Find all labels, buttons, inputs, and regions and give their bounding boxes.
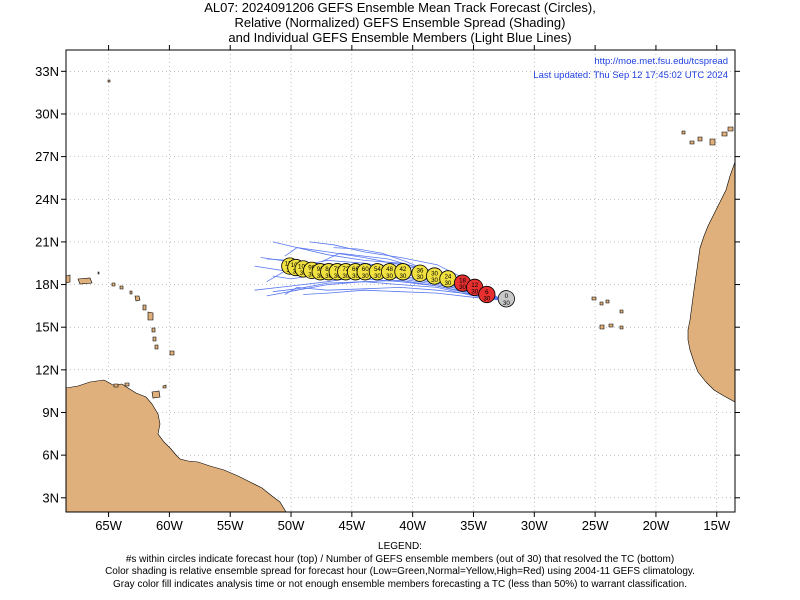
lon-tick-label: 55W: [217, 518, 244, 533]
member-count-label: 30: [399, 273, 406, 280]
title-line-2: Relative (Normalized) GEFS Ensemble Spre…: [234, 15, 566, 30]
lon-tick-label: 50W: [278, 518, 305, 533]
lon-tick-label: 30W: [521, 518, 548, 533]
forecast-hour-label: 54: [374, 266, 381, 273]
lat-tick-label: 18N: [35, 277, 59, 292]
member-count-label: 30: [503, 300, 510, 307]
canary-islands-land: [681, 126, 734, 146]
member-track-line: [284, 286, 503, 301]
member-count-label: 30: [459, 284, 466, 291]
forecast-hour-label: 30: [431, 270, 438, 277]
member-count-label: 30: [444, 280, 451, 287]
forecast-hour-label: 0: [505, 293, 509, 300]
member-track-line: [266, 279, 503, 301]
member-count-label: 30: [431, 277, 438, 284]
lon-tick-label: 20W: [643, 518, 670, 533]
lat-tick-label: 12N: [35, 362, 59, 377]
abc-islands-land: [113, 382, 130, 388]
land-masses: [66, 79, 735, 512]
tobago-land: [162, 384, 167, 389]
forecast-hour-label: 18: [459, 278, 466, 285]
member-count-label: 30: [325, 273, 332, 280]
map-title: AL07: 2024091206 GEFS Ensemble Mean Trac…: [0, 0, 800, 45]
lat-tick-label: 27N: [35, 149, 59, 164]
forecast-hour-label: 42: [399, 266, 406, 273]
title-line-3: and Individual GEFS Ensemble Members (Li…: [228, 30, 572, 45]
mean-track-circles: 1203010830102309630903084307830723066306…: [281, 257, 515, 308]
lat-tick-label: 3N: [42, 490, 59, 505]
member-track-line: [303, 289, 503, 301]
credit-updated: Last updated: Thu Sep 12 17:45:02 UTC 20…: [533, 70, 728, 81]
africa-land: [687, 124, 735, 512]
trinidad-land: [151, 390, 161, 399]
forecast-hour-label: 12: [471, 282, 478, 289]
lesser-antilles-land: [97, 79, 175, 356]
map-frame: [65, 49, 736, 513]
legend: LEGEND: #s within circles indicate forec…: [0, 541, 800, 591]
lon-tick-label: 65W: [95, 518, 122, 533]
member-count-label: 30: [362, 273, 369, 280]
mean-track-circle: [497, 290, 515, 308]
forecast-hour-label: 60: [362, 266, 369, 273]
lat-tick-label: 21N: [35, 234, 59, 249]
hispaniola-land: [66, 274, 71, 284]
forecast-hour-label: 24: [444, 273, 451, 280]
member-count-label: 30: [300, 270, 307, 277]
forecast-hour-label: 6: [485, 289, 489, 296]
title-line-1: AL07: 2024091206 GEFS Ensemble Mean Trac…: [204, 0, 596, 15]
lat-tick-label: 9N: [42, 405, 59, 420]
cape-verde-land: [591, 296, 624, 330]
member-count-label: 30: [483, 296, 490, 303]
legend-line-2: Color shading is relative ensemble sprea…: [105, 566, 695, 577]
ocean-background: [66, 50, 735, 512]
forecast-hour-label: 66: [352, 266, 359, 273]
map-axes: 3N 6N 9N 12N 15N 18N 21N 24N 27N 30N 33N 65W 60W 55W 5…: [35, 45, 740, 533]
mean-track-circle: [478, 285, 496, 304]
member-count-label: 30: [374, 273, 381, 280]
member-count-label: 30: [352, 273, 359, 280]
member-count-label: 30: [386, 273, 393, 280]
legend-line-3: Gray color fill indicates analysis time …: [113, 578, 687, 590]
credit-url[interactable]: http://moe.met.fsu.edu/tcspread: [594, 56, 728, 67]
forecast-hour-label: 36: [417, 268, 424, 275]
member-count-label: 30: [417, 274, 424, 281]
puerto-rico-land: [77, 277, 93, 285]
lat-tick-label: 30N: [35, 106, 59, 121]
lon-tick-label: 60W: [156, 518, 183, 533]
lon-tick-label: 40W: [399, 518, 426, 533]
lat-tick-label: 24N: [35, 192, 59, 207]
legend-heading: LEGEND:: [378, 541, 422, 552]
lon-tick-label: 15W: [703, 518, 730, 533]
member-count-label: 30: [342, 273, 349, 280]
lat-tick-label: 6N: [42, 448, 59, 463]
legend-line-1: #s within circles indicate forecast hour…: [125, 553, 675, 565]
lon-tick-label: 45W: [338, 518, 365, 533]
forecast-hour-label: 48: [386, 266, 393, 273]
member-count-label: 30: [471, 288, 478, 295]
member-count-label: 30: [308, 271, 315, 278]
lat-tick-label: 33N: [35, 64, 59, 79]
lon-tick-label: 25W: [582, 518, 609, 533]
south-america-land: [66, 379, 287, 512]
member-count-label: 30: [317, 273, 324, 280]
member-count-label: 30: [334, 273, 341, 280]
forecast-hour-label: 72: [342, 266, 349, 273]
forecast-hour-label: 102: [298, 263, 309, 270]
forecast-hour-label: 96: [308, 265, 315, 272]
lon-tick-label: 35W: [460, 518, 487, 533]
mean-track-circle: [394, 263, 412, 281]
lat-tick-label: 15N: [35, 320, 59, 335]
